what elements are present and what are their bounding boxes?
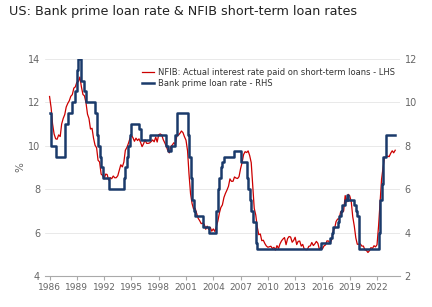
Y-axis label: %: %	[15, 162, 25, 173]
Legend: NFIB: Actual interest rate paid on short-term loans - LHS, Bank prime loan rate : NFIB: Actual interest rate paid on short…	[141, 68, 396, 89]
Text: US: Bank prime loan rate & NFIB short-term loan rates: US: Bank prime loan rate & NFIB short-te…	[9, 5, 357, 17]
